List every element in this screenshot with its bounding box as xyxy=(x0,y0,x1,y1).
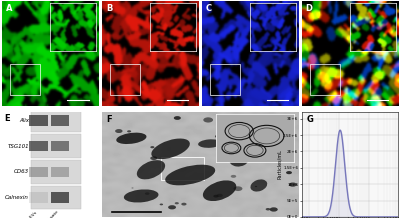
Bar xyxy=(31,186,81,209)
Circle shape xyxy=(260,148,266,151)
Ellipse shape xyxy=(229,152,249,167)
Text: Alix: Alix xyxy=(19,118,29,123)
Circle shape xyxy=(217,194,223,197)
Bar xyxy=(29,167,48,177)
Circle shape xyxy=(255,186,257,187)
Circle shape xyxy=(289,182,297,187)
Circle shape xyxy=(266,208,270,210)
Bar xyxy=(50,141,69,152)
Text: B: B xyxy=(106,4,112,13)
Text: OECs-EVs: OECs-EVs xyxy=(21,209,38,218)
Ellipse shape xyxy=(198,139,222,148)
Text: G: G xyxy=(307,115,314,124)
Circle shape xyxy=(150,156,157,160)
Text: E: E xyxy=(4,114,10,123)
Bar xyxy=(50,115,69,126)
Circle shape xyxy=(160,204,163,205)
Circle shape xyxy=(127,130,131,133)
Text: F: F xyxy=(106,115,112,124)
Bar xyxy=(31,160,81,184)
Bar xyxy=(50,192,69,203)
Bar xyxy=(29,115,48,126)
Y-axis label: Particles/mL: Particles/mL xyxy=(277,150,282,179)
Text: D: D xyxy=(306,4,313,13)
Bar xyxy=(110,64,140,95)
Circle shape xyxy=(132,187,134,189)
Text: A: A xyxy=(6,4,12,13)
Ellipse shape xyxy=(124,189,158,203)
Circle shape xyxy=(231,175,236,178)
Circle shape xyxy=(175,202,179,204)
Circle shape xyxy=(174,116,181,120)
Circle shape xyxy=(150,146,154,148)
Bar xyxy=(310,64,340,95)
Text: Calnexin: Calnexin xyxy=(5,195,29,200)
Bar xyxy=(161,157,204,180)
Circle shape xyxy=(230,117,240,122)
Circle shape xyxy=(115,129,122,133)
Bar xyxy=(31,135,81,158)
Ellipse shape xyxy=(234,127,264,139)
Bar xyxy=(50,167,69,177)
Circle shape xyxy=(145,192,150,195)
Circle shape xyxy=(234,186,242,191)
Text: CD63: CD63 xyxy=(14,169,29,174)
Bar xyxy=(10,64,40,95)
Circle shape xyxy=(181,203,186,206)
Text: TSG101: TSG101 xyxy=(7,144,29,149)
Circle shape xyxy=(286,171,292,174)
Ellipse shape xyxy=(250,179,267,192)
Circle shape xyxy=(215,135,221,138)
Bar xyxy=(210,64,240,95)
Bar xyxy=(29,141,48,152)
Bar xyxy=(29,192,48,203)
Text: OECs lysate: OECs lysate xyxy=(38,209,60,218)
Circle shape xyxy=(213,195,219,198)
Ellipse shape xyxy=(151,138,190,159)
Circle shape xyxy=(168,205,176,209)
Ellipse shape xyxy=(165,165,215,185)
Circle shape xyxy=(203,117,213,123)
Circle shape xyxy=(217,147,224,150)
Bar xyxy=(31,109,81,132)
Ellipse shape xyxy=(203,180,236,201)
Ellipse shape xyxy=(116,133,146,144)
Ellipse shape xyxy=(137,160,165,179)
Circle shape xyxy=(270,207,278,212)
Text: C: C xyxy=(206,4,212,13)
